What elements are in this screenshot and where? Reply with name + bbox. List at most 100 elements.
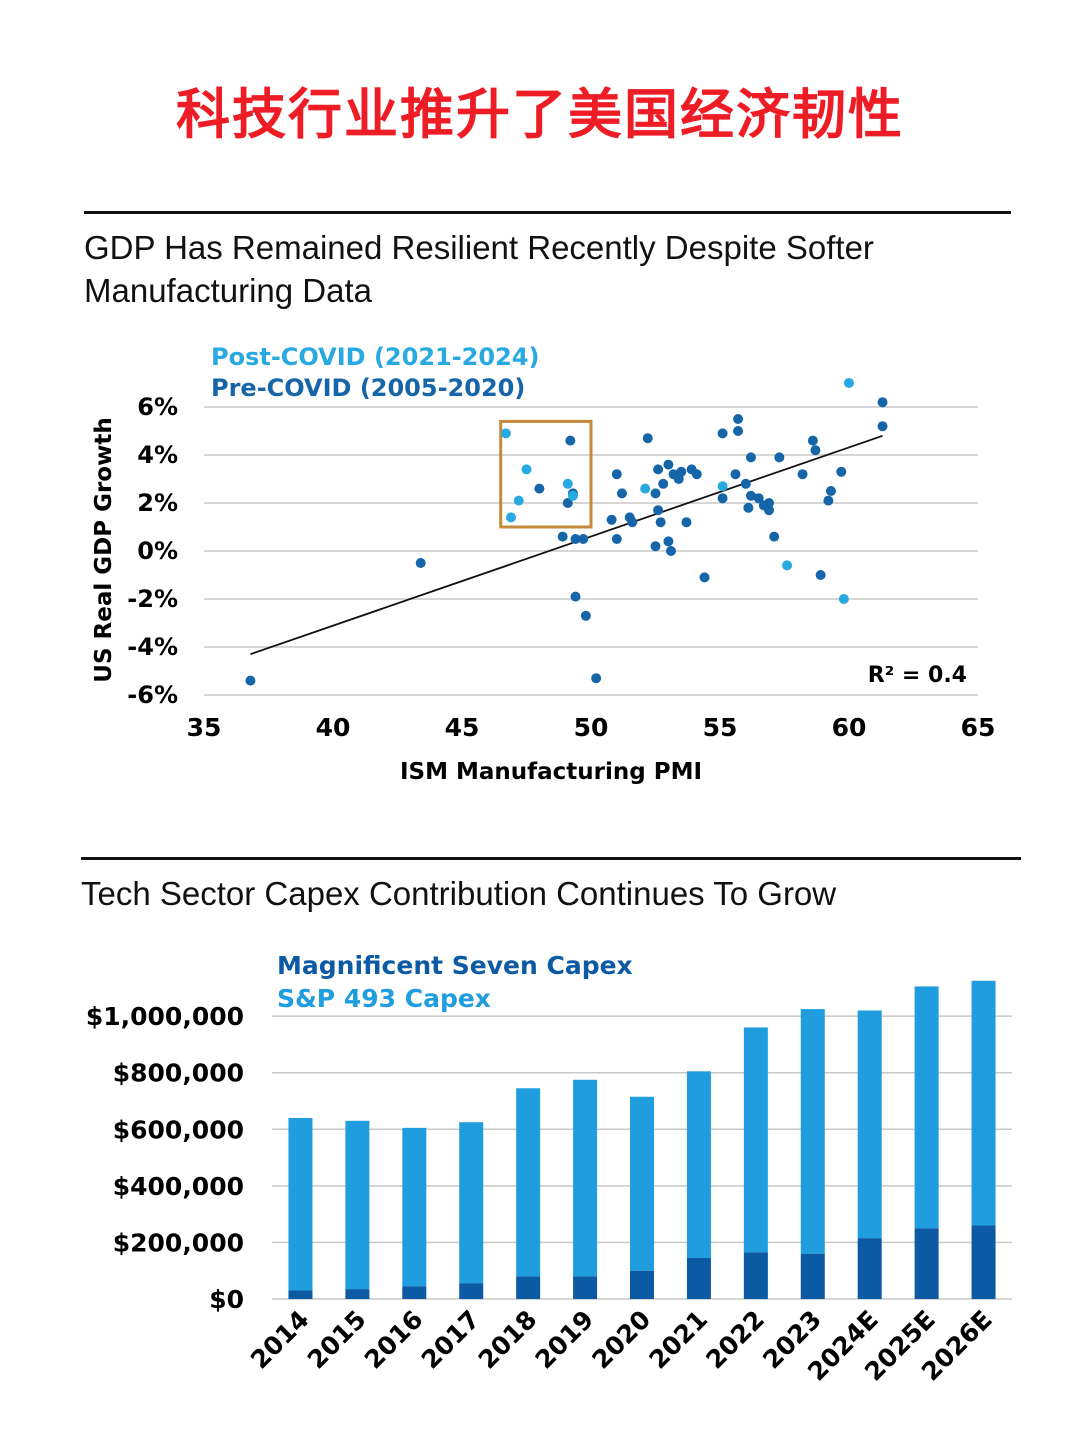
sp493-bar	[630, 1096, 654, 1271]
pre-covid-point	[877, 397, 888, 408]
pre-covid-point	[810, 445, 821, 456]
sp493-bar	[459, 1122, 484, 1284]
mag7-bar	[459, 1283, 484, 1299]
mag7-bar	[743, 1252, 768, 1299]
pre-covid-point	[570, 591, 581, 602]
pre-covid-point	[764, 505, 775, 516]
bar-x-tick-label: 2016	[359, 1305, 429, 1375]
mag7-bar	[857, 1238, 882, 1299]
bar-x-tick-label: 2021	[643, 1305, 713, 1375]
bar-chart-title: Tech Sector Capex Contribution Continues…	[81, 875, 837, 912]
scatter-x-tick-label: 50	[574, 713, 609, 742]
scatter-y-axis-label: US Real GDP Growth	[91, 417, 117, 682]
bar-x-ticks: 2014201520162017201820192020202120222023…	[245, 1305, 998, 1387]
pre-covid-point	[655, 517, 666, 528]
pre-covid-point	[717, 428, 728, 439]
pre-covid-point	[611, 534, 622, 544]
trend-line	[250, 434, 883, 656]
pre-covid-point	[733, 426, 744, 436]
pre-covid-point	[774, 452, 785, 463]
pre-covid-point	[877, 421, 888, 432]
scatter-x-tick-label: 60	[832, 713, 867, 742]
legend-magnificent-seven: Magnificent Seven Capex	[277, 951, 633, 980]
r-squared-annotation: R² = 0.4	[868, 663, 967, 688]
pre-covid-point	[665, 546, 676, 556]
bar-x-tick-label: 2020	[587, 1305, 657, 1375]
scatter-points	[245, 378, 888, 686]
pre-covid-point	[650, 488, 661, 499]
highlight-box	[499, 419, 593, 529]
bar-y-ticks: $0 $200,000 $400,000 $600,000 $800,000 $1,000…	[86, 1002, 244, 1314]
pre-covid-point	[807, 435, 818, 446]
pre-covid-point	[745, 490, 756, 501]
pre-covid-point	[663, 459, 674, 470]
scatter-x-tick-label: 40	[316, 713, 351, 742]
scatter-y-tick-label: 6%	[137, 393, 178, 421]
mag7-bar	[686, 1257, 711, 1299]
pre-covid-point	[691, 469, 702, 480]
pre-covid-point	[815, 570, 826, 580]
pre-covid-point	[565, 435, 576, 446]
pre-covid-point	[745, 452, 756, 463]
bar-x-tick-label: 2018	[473, 1305, 543, 1375]
pre-covid-point	[591, 673, 602, 684]
sp493-bar	[288, 1117, 313, 1291]
bar-y-tick-label: $200,000	[113, 1228, 244, 1257]
mag7-bar	[345, 1289, 370, 1299]
pre-covid-point	[753, 493, 764, 504]
post-covid-point	[513, 495, 524, 506]
pre-covid-point	[606, 514, 617, 525]
mag7-bar	[630, 1270, 654, 1299]
scatter-x-tick-label: 35	[187, 713, 222, 742]
sp493-bar	[971, 980, 996, 1226]
sp493-bar	[402, 1127, 427, 1287]
bar-x-tick-label: 2014	[245, 1305, 315, 1375]
scatter-x-ticks: 35 40 45 50 55 60 65	[187, 713, 996, 742]
bar-marks	[288, 980, 996, 1299]
legend-pre-covid: Pre-COVID (2005-2020)	[211, 374, 525, 402]
bar-chart: $0 $200,000 $400,000 $600,000 $800,000 $1,000…	[86, 951, 1012, 1387]
pre-covid-point	[245, 675, 256, 686]
pre-covid-point	[580, 610, 591, 621]
scatter-chart: 6% 4% 2% 0% -2% -4% -6% 35 40 45 50 55 60 65 Post-CO…	[91, 343, 996, 785]
scatter-title-line-2: Manufacturing Data	[84, 272, 372, 309]
mag7-bar	[288, 1290, 313, 1299]
pre-covid-point	[642, 433, 653, 444]
sp493-bar	[686, 1071, 711, 1258]
scatter-x-tick-label: 45	[445, 713, 480, 742]
pre-covid-point	[653, 505, 664, 516]
pre-covid-point	[740, 478, 751, 489]
mag7-bar	[402, 1286, 427, 1299]
bar-x-tick-label: 2022	[700, 1305, 770, 1375]
bar-x-tick-label: 2015	[302, 1305, 372, 1375]
scatter-title-line-1: GDP Has Remained Resilient Recently Desp…	[84, 229, 874, 266]
pre-covid-point	[663, 536, 674, 547]
scatter-chart-title: GDP Has Remained Resilient Recently Desp…	[84, 226, 1044, 312]
pre-covid-point	[733, 414, 744, 424]
legend-sp493: S&P 493 Capex	[277, 984, 491, 1013]
chart2-top-rule	[81, 857, 1021, 860]
pre-covid-point	[562, 498, 573, 508]
bar-y-tick-label: $400,000	[113, 1172, 244, 1201]
scatter-y-tick-label: 2%	[137, 489, 178, 517]
sp493-bar	[743, 1027, 768, 1253]
pre-covid-point	[616, 488, 627, 499]
post-covid-point	[838, 594, 849, 604]
scatter-y-tick-label: -2%	[127, 585, 178, 613]
scatter-y-tick-label: -4%	[127, 633, 178, 661]
sp493-bar	[516, 1088, 541, 1277]
pre-covid-point	[825, 486, 836, 496]
bar-y-tick-label: $600,000	[113, 1115, 244, 1144]
pre-covid-point	[823, 495, 834, 506]
chart1-top-rule	[84, 211, 1011, 214]
pre-covid-point	[730, 469, 741, 480]
pre-covid-point	[557, 531, 568, 542]
pre-covid-point	[653, 464, 664, 475]
post-covid-point	[567, 490, 578, 501]
pre-covid-point	[769, 531, 780, 542]
sp493-bar	[857, 1010, 882, 1239]
post-covid-point	[506, 512, 517, 523]
pre-covid-point	[836, 466, 847, 477]
scatter-y-ticks: 6% 4% 2% 0% -2% -4% -6%	[127, 393, 178, 709]
scatter-x-tick-label: 55	[703, 713, 738, 742]
